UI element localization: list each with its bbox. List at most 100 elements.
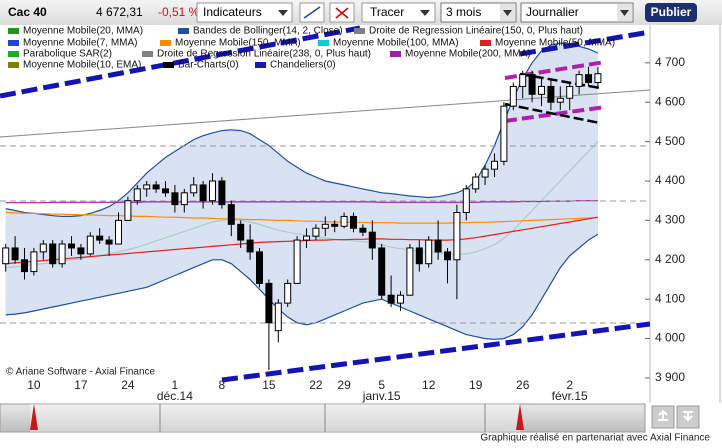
month-label: janv.15 — [362, 389, 401, 403]
month-label: févr.15 — [552, 389, 588, 403]
legend-label: Moyenne Mobile(7, MMA) — [23, 38, 137, 49]
x-tick-label: 17 — [74, 378, 88, 392]
draw-label: Tracer — [370, 5, 404, 19]
y-tick-label: 4 500 — [655, 134, 685, 148]
x-tick-label: 29 — [337, 378, 351, 392]
candle-body — [58, 243, 66, 265]
symbol: Cac 40 — [8, 5, 47, 19]
candle-body — [519, 74, 527, 87]
candle-body — [11, 247, 19, 261]
candle-body — [350, 215, 357, 229]
candle-body — [39, 243, 47, 253]
dropdown-arrow — [620, 10, 629, 16]
bollinger-lower — [5, 233, 599, 340]
candle-body — [331, 223, 339, 227]
legend-swatch — [8, 62, 19, 68]
x-tick-label: 5 — [378, 378, 385, 392]
navigator-handle[interactable] — [516, 404, 524, 430]
legend-swatch — [142, 51, 153, 57]
x-tick-label: 19 — [469, 378, 483, 392]
legend-swatch — [8, 51, 19, 57]
candle-body — [312, 227, 320, 237]
candle-body — [209, 180, 216, 202]
candle-body — [49, 243, 57, 265]
month-label: déc.14 — [157, 389, 193, 403]
navigator-handle[interactable] — [30, 404, 38, 430]
axes: 3 900 4 000 4 100 4 200 4 300 4 400 4 500 4 600… — [27, 55, 685, 403]
candle-body — [124, 200, 132, 221]
publish-button[interactable] — [645, 3, 697, 22]
candle-body — [491, 160, 498, 170]
candle-body — [481, 168, 489, 178]
candle-body — [359, 227, 367, 233]
legend-label: Moyenne Mobile(150, MMA) — [175, 38, 301, 49]
candle-body — [585, 74, 592, 84]
y-tick-label: 4 400 — [655, 173, 685, 187]
candle-body — [547, 85, 555, 103]
candle-body — [378, 247, 386, 296]
candle-body — [143, 184, 151, 190]
bollinger-upper — [5, 42, 599, 217]
candle-body — [415, 247, 423, 265]
dropdown-arrow — [278, 10, 288, 16]
candle-body — [566, 85, 574, 99]
interval-label: Journalier — [526, 5, 579, 19]
candle-body — [556, 97, 564, 103]
scroll-icon — [658, 409, 668, 421]
y-tick-label: 4 300 — [655, 213, 685, 227]
period-select[interactable] — [440, 2, 517, 23]
candle-body — [115, 219, 122, 245]
candle-body — [397, 294, 404, 304]
indicators-dropdown[interactable] — [196, 2, 293, 23]
candle-body — [30, 251, 38, 273]
dropdown-arrow — [420, 10, 430, 16]
candle-body — [293, 239, 301, 284]
candle-body — [274, 302, 282, 332]
legend-label: Moyenne Mobile(200, MMA) — [405, 49, 531, 60]
legend-label: Droite de Regression Linéaire(150, 0, Pl… — [369, 26, 583, 37]
candle-body — [594, 73, 602, 84]
credit: Graphique réalisé en partenariat avec Ax… — [480, 433, 710, 443]
candle-body — [171, 192, 179, 206]
candle-body — [218, 180, 226, 206]
legend-label: Moyenne Mobile(50, MMA) — [495, 38, 615, 49]
x-tick-label: 26 — [516, 378, 530, 392]
y-tick-label: 4 700 — [655, 55, 685, 69]
scroll-icon — [683, 411, 693, 422]
x-tick-label: 22 — [309, 378, 323, 392]
legend-swatch — [390, 51, 401, 57]
dropdown-arrow — [503, 10, 512, 16]
interval-select[interactable] — [520, 2, 634, 23]
candle-body — [86, 235, 94, 255]
x-tick-label: 12 — [422, 378, 436, 392]
candle-body — [472, 176, 480, 190]
candle-body — [162, 188, 169, 194]
legend-label: Moyenne Mobile(20, MMA) — [23, 26, 143, 37]
legend: Moyenne Mobile(20, MMA) Bandes de Bolling… — [8, 26, 615, 71]
indicator-line — [5, 200, 598, 204]
candle-body — [96, 235, 104, 241]
price: 4 672,31 — [96, 5, 143, 19]
draw-dropdown[interactable] — [361, 2, 436, 23]
candle-body — [77, 247, 85, 255]
candle-body — [425, 239, 433, 265]
candle-body — [500, 105, 508, 162]
legend-swatch — [160, 40, 171, 46]
legend-label: Moyenne Mobile(10, EMA) — [23, 60, 141, 71]
legend-swatch — [8, 40, 19, 46]
x-tick-label: 10 — [27, 378, 41, 392]
navigator[interactable] — [0, 403, 646, 433]
candle-body — [180, 192, 188, 206]
candle-body — [509, 85, 517, 107]
candle-body — [575, 74, 583, 87]
navigator-window[interactable] — [30, 404, 520, 432]
indicator-line — [5, 211, 598, 224]
x-tick-label: 1 — [172, 378, 179, 392]
candle-body — [256, 251, 263, 284]
candle-body — [105, 239, 113, 245]
candle-body — [190, 184, 198, 194]
legend-swatch — [163, 62, 174, 68]
change: -0,51 % — [158, 5, 200, 19]
candle-body — [2, 247, 10, 265]
